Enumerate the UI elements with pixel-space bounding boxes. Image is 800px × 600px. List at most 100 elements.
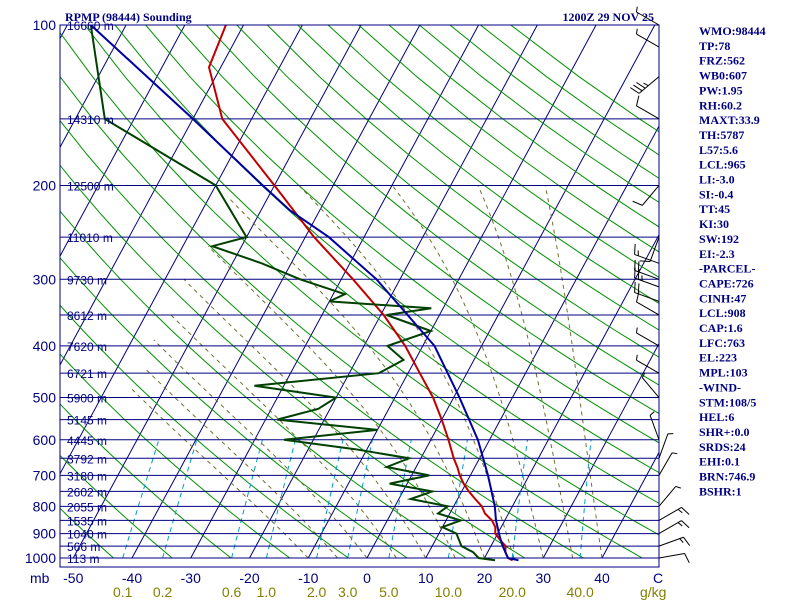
- wind-barb-half-feather: [679, 538, 684, 543]
- mixing-ratio-line: [579, 439, 592, 559]
- mixing-ratio-label: 0.2: [153, 584, 173, 600]
- temperature-tick-label: -30: [181, 570, 201, 586]
- wind-barb-half-feather: [635, 6, 638, 13]
- height-label: 3792 m: [67, 452, 107, 466]
- height-label: 2602 m: [67, 485, 107, 499]
- wind-barb-staff: [634, 269, 660, 280]
- wind-barb-staff: [641, 185, 660, 206]
- isotherm--10: [307, 25, 597, 559]
- sounding-traces: [89, 25, 519, 562]
- pressure-label: 600: [33, 432, 57, 448]
- wind-barb-feather: [637, 261, 640, 272]
- pressure-label: 400: [33, 338, 57, 354]
- height-label: 5900 m: [67, 392, 107, 406]
- wind-barb-staff: [636, 33, 660, 48]
- wind-barb-staff: [641, 377, 660, 398]
- height-label: 113 m: [67, 552, 99, 566]
- sounding-index: LI:-3.0: [699, 173, 735, 187]
- wind-barb-staff: [658, 486, 677, 507]
- sounding-index: STM:108/5: [699, 395, 756, 409]
- temperature-tick-label: 0: [363, 570, 371, 586]
- mixing-ratio-label: 2.0: [307, 584, 327, 600]
- sounding-index: RH:60.2: [699, 98, 742, 112]
- isotherm-lines: [60, 25, 659, 559]
- sounding-index: LCL:908: [699, 306, 746, 320]
- height-label: 4445 m: [67, 434, 107, 448]
- wind-barb-feather: [681, 507, 690, 515]
- wind-barb-feather: [634, 259, 636, 271]
- sounding-index: SI:-0.4: [699, 187, 733, 201]
- wind-barb-staff: [638, 76, 660, 94]
- temperature-tick-labels: -50 -40 -30 -20 -10 0 10 20 30 40: [63, 570, 610, 586]
- temperature-tick-label: -20: [239, 570, 259, 586]
- height-label: 6721 m: [67, 367, 107, 381]
- pressure-label: 1000: [25, 550, 56, 566]
- sounding-time: 1200Z 29 NOV 25: [563, 10, 654, 24]
- sounding-index: LCL:965: [699, 158, 746, 172]
- moist-adiabat: [298, 185, 515, 559]
- isobar-lines: [60, 24, 659, 559]
- mixing-ratio-unit: g/kg: [640, 584, 666, 600]
- moist-adiabat: [130, 387, 309, 559]
- wind-barb-half-feather: [671, 452, 678, 455]
- sounding-index: -WIND-: [699, 380, 741, 394]
- sounding-index: CINH:47: [699, 291, 746, 305]
- height-label: 566 m: [67, 540, 100, 554]
- celsius-label: C: [653, 570, 663, 586]
- moist-adiabat: [544, 185, 603, 559]
- moist-adiabat: [227, 196, 485, 559]
- mixing-ratio-label: 0.1: [113, 584, 133, 600]
- wind-barb-half-feather: [677, 508, 683, 514]
- wind-barb-staff: [636, 105, 660, 120]
- temperature-tick-label: 20: [477, 570, 493, 586]
- x-axis-label: mb: [30, 570, 50, 586]
- dewpoint-trace: [89, 25, 496, 562]
- mixing-ratio-label: 10.0: [435, 584, 462, 600]
- height-label: 1040 m: [67, 528, 107, 542]
- sounding-index: CAP:1.6: [699, 321, 743, 335]
- isotherm-0: [366, 25, 656, 559]
- sounding-index: L57:5.6: [699, 143, 738, 157]
- isotherm--80: [60, 25, 186, 258]
- sounding-index: WMO:98444: [699, 24, 766, 38]
- wind-barb-feather: [683, 536, 691, 546]
- temperature-tick-label: 10: [418, 570, 434, 586]
- temperature-tick-label: 40: [594, 570, 610, 586]
- station-title: RPMP (98444) Sounding: [65, 10, 192, 24]
- mixing-ratio-label: 5.0: [379, 584, 399, 600]
- mixing-ratio-label: 3.0: [338, 584, 358, 600]
- wind-barb-half-feather: [677, 522, 683, 527]
- height-label: 16660 m: [67, 19, 114, 33]
- pressure-label: 100: [33, 17, 57, 33]
- sounding-index: TP:78: [699, 39, 730, 53]
- wind-barb-feather: [636, 82, 646, 89]
- sounding-index: WB0:607: [699, 69, 747, 83]
- isotherm--60: [60, 25, 303, 475]
- pressure-label: 700: [33, 467, 57, 483]
- height-label: 12500 m: [67, 179, 114, 193]
- isotherm-10: [425, 125, 659, 559]
- wind-barb-staff: [649, 415, 660, 440]
- wind-barb-half-feather: [643, 82, 649, 87]
- wind-barb-feather: [637, 283, 640, 294]
- sounding-index: EHI:0.1: [699, 455, 740, 469]
- height-label: 5145 m: [67, 414, 107, 428]
- sounding-index: SW:192: [699, 232, 739, 246]
- wind-barb-staff: [649, 236, 660, 262]
- sounding-index: EL:223: [699, 351, 737, 365]
- wind-barb-staff: [634, 292, 660, 302]
- temperature-tick-label: -10: [298, 570, 318, 586]
- wind-barb-staff: [658, 552, 685, 559]
- sounding-index: MAXT:33.9: [699, 113, 760, 127]
- parcel-trace: [90, 25, 519, 562]
- wind-barb-half-feather: [635, 354, 638, 361]
- sounding-index: SHR+:0.0: [699, 425, 750, 439]
- wind-barbs: [630, 6, 691, 564]
- temperature-tick-label: -50: [63, 570, 83, 586]
- sounding-indices-panel: WMO:98444TP:78FRZ:562WB0:607PW:1.95RH:60…: [699, 24, 766, 498]
- pressure-label: 300: [33, 271, 57, 287]
- wind-barb-feather: [634, 282, 636, 293]
- temperature-trace: [207, 25, 514, 562]
